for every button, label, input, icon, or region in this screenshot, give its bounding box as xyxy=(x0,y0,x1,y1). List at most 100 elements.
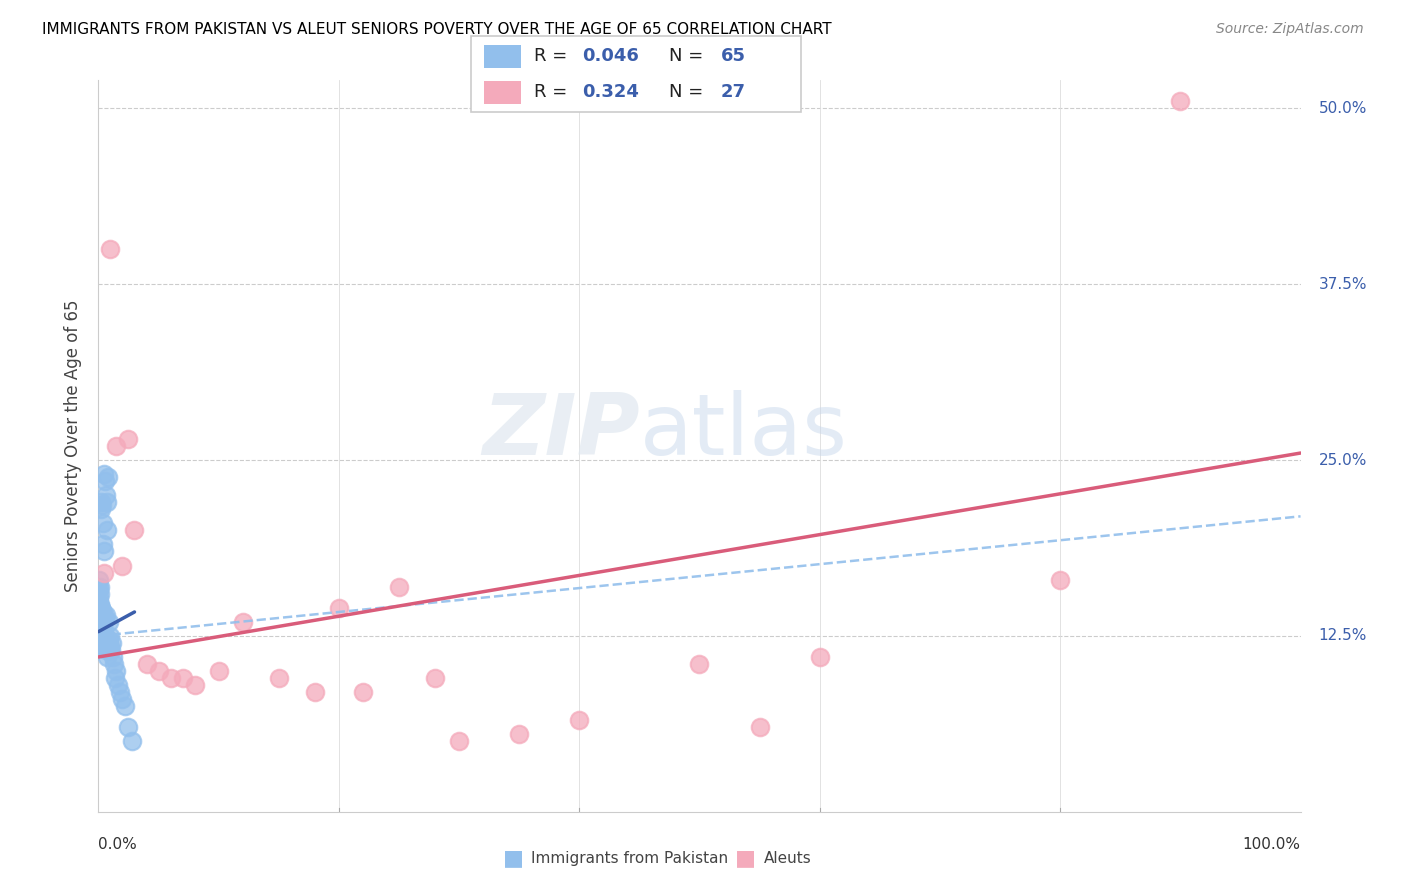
Point xyxy=(93,467,115,482)
Point xyxy=(423,671,446,685)
Point xyxy=(90,636,112,650)
Point xyxy=(105,439,128,453)
Point xyxy=(89,615,111,629)
Point xyxy=(96,488,118,502)
Point xyxy=(100,643,122,657)
Point xyxy=(568,714,591,728)
Point xyxy=(96,495,118,509)
Text: 50.0%: 50.0% xyxy=(1319,101,1367,116)
Text: 27: 27 xyxy=(720,83,745,101)
Point xyxy=(328,600,350,615)
Text: R =: R = xyxy=(534,47,572,65)
Point xyxy=(94,607,117,622)
Text: 100.0%: 100.0% xyxy=(1243,837,1301,852)
Point xyxy=(1170,95,1192,109)
Point xyxy=(89,591,111,605)
Point xyxy=(89,622,111,636)
Point xyxy=(94,474,117,488)
Point xyxy=(93,629,115,643)
Bar xyxy=(484,45,520,68)
Text: ZIP: ZIP xyxy=(482,391,640,474)
Point xyxy=(101,650,124,665)
Point xyxy=(90,610,112,624)
Point xyxy=(87,582,110,597)
Point xyxy=(89,610,111,624)
Point xyxy=(148,664,170,678)
Point xyxy=(97,643,120,657)
Point xyxy=(89,624,111,639)
Point xyxy=(748,720,770,734)
Point xyxy=(124,524,146,538)
Point xyxy=(90,622,112,636)
Point xyxy=(89,580,111,594)
Point xyxy=(97,470,120,484)
Bar xyxy=(484,81,520,104)
Point xyxy=(100,636,122,650)
Text: 65: 65 xyxy=(720,47,745,65)
Point xyxy=(1049,573,1071,587)
Point xyxy=(93,615,115,629)
Point xyxy=(159,671,181,685)
Point xyxy=(117,720,139,734)
Point xyxy=(121,734,143,748)
Text: 0.046: 0.046 xyxy=(582,47,638,65)
Point xyxy=(90,600,112,615)
FancyBboxPatch shape xyxy=(471,36,801,112)
Point xyxy=(108,685,131,699)
Point xyxy=(208,664,231,678)
Point xyxy=(90,629,112,643)
Point xyxy=(96,650,118,665)
Point xyxy=(117,432,139,446)
Point xyxy=(93,624,115,639)
Point xyxy=(135,657,157,671)
Point xyxy=(107,678,129,692)
Point xyxy=(90,639,112,653)
Point xyxy=(90,600,112,615)
Point xyxy=(89,587,111,601)
Point xyxy=(89,607,111,622)
Point xyxy=(93,566,115,580)
Point xyxy=(808,650,831,665)
Point xyxy=(87,573,110,587)
Text: Aleuts: Aleuts xyxy=(763,851,811,865)
Point xyxy=(232,615,254,629)
Point xyxy=(100,242,122,256)
Point xyxy=(89,629,111,643)
Point xyxy=(447,734,470,748)
Text: Source: ZipAtlas.com: Source: ZipAtlas.com xyxy=(1216,22,1364,37)
Point xyxy=(90,502,112,516)
Point xyxy=(98,633,121,648)
Point xyxy=(94,610,117,624)
Point xyxy=(103,657,125,671)
Point xyxy=(93,636,115,650)
Point xyxy=(91,624,114,639)
Point xyxy=(267,671,290,685)
Text: 37.5%: 37.5% xyxy=(1319,277,1367,292)
Text: atlas: atlas xyxy=(640,391,848,474)
Point xyxy=(304,685,326,699)
Point xyxy=(688,657,710,671)
Point xyxy=(91,605,114,619)
Point xyxy=(89,597,111,611)
Point xyxy=(91,537,114,551)
Point xyxy=(183,678,205,692)
Point xyxy=(94,629,117,643)
Point xyxy=(90,619,112,633)
Point xyxy=(91,498,114,512)
Point xyxy=(91,619,114,633)
Text: Immigrants from Pakistan: Immigrants from Pakistan xyxy=(531,851,728,865)
Point xyxy=(104,671,127,685)
Text: 12.5%: 12.5% xyxy=(1319,628,1367,643)
Point xyxy=(96,524,118,538)
Point xyxy=(111,692,134,706)
Text: 0.0%: 0.0% xyxy=(98,837,138,852)
Point xyxy=(97,615,120,629)
Text: 25.0%: 25.0% xyxy=(1319,452,1367,467)
Point xyxy=(100,629,122,643)
Point xyxy=(89,597,111,611)
Point xyxy=(111,558,134,573)
Point xyxy=(93,544,115,558)
Point xyxy=(388,580,411,594)
Point xyxy=(172,671,194,685)
Point xyxy=(91,633,114,648)
